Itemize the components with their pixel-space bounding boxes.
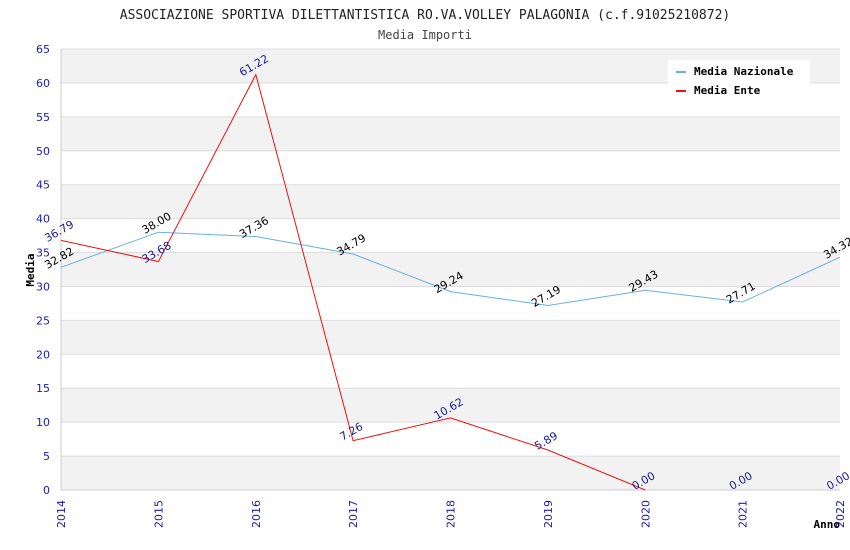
x-tick-label: 2015 [152,500,165,528]
legend-label-media-nazionale: Media Nazionale [694,65,794,78]
legend-label-media-ente: Media Ente [694,84,761,97]
grid-band [61,184,840,219]
series-lines [60,73,841,491]
y-tick-label: 55 [36,111,50,124]
y-tick-label: 40 [36,213,50,226]
legend-box [668,60,810,102]
y-tick-label: 15 [36,382,50,395]
y-axis-title: Media [24,253,37,286]
grid-band [61,320,840,355]
x-tick-label: 2019 [542,500,555,528]
y-tick-label: 35 [36,247,50,260]
grid-band [61,388,840,423]
series-line-media-nazionale [60,231,841,307]
y-tick-label: 5 [43,450,50,463]
grid-band [61,456,840,490]
y-tick-label: 60 [36,77,50,90]
y-tick-labels: 0 5 10 15 20 25 30 35 40 45 50 55 60 65 [36,43,50,497]
chart-subtitle: Media Importi [378,28,472,42]
x-tick-label: 2020 [639,500,652,528]
data-label: 7.26 [337,420,365,444]
grid-band [61,252,840,287]
y-tick-label: 30 [36,280,50,293]
x-tick-label: 2021 [737,500,750,528]
axes [60,49,840,491]
x-tick-label: 2014 [55,500,68,528]
y-tick-label: 10 [36,416,50,429]
chart-title: ASSOCIAZIONE SPORTIVA DILETTANTISTICA RO… [120,8,730,23]
legend: Media Nazionale Media Ente [668,60,810,102]
y-tick-label: 20 [36,348,50,361]
data-label: 27.19 [529,283,563,310]
y-tick-label: 25 [36,314,50,327]
plot-bands [61,49,840,490]
y-tick-label: 50 [36,145,50,158]
y-tick-label: 45 [36,179,50,192]
x-tick-label: 2017 [347,500,360,528]
x-tick-label: 2022 [834,500,847,528]
x-axis-title: Anno [814,518,841,531]
y-tick-label: 65 [36,43,50,56]
series-line-media-ente [60,73,646,491]
y-tick-label: 0 [43,484,50,497]
x-tick-label: 2018 [445,500,458,528]
x-tick-label: 2016 [250,500,263,528]
grid-band [61,116,840,151]
x-tick-labels: 2014 2015 2016 2017 2018 2019 2020 2021 2022 [55,500,847,528]
